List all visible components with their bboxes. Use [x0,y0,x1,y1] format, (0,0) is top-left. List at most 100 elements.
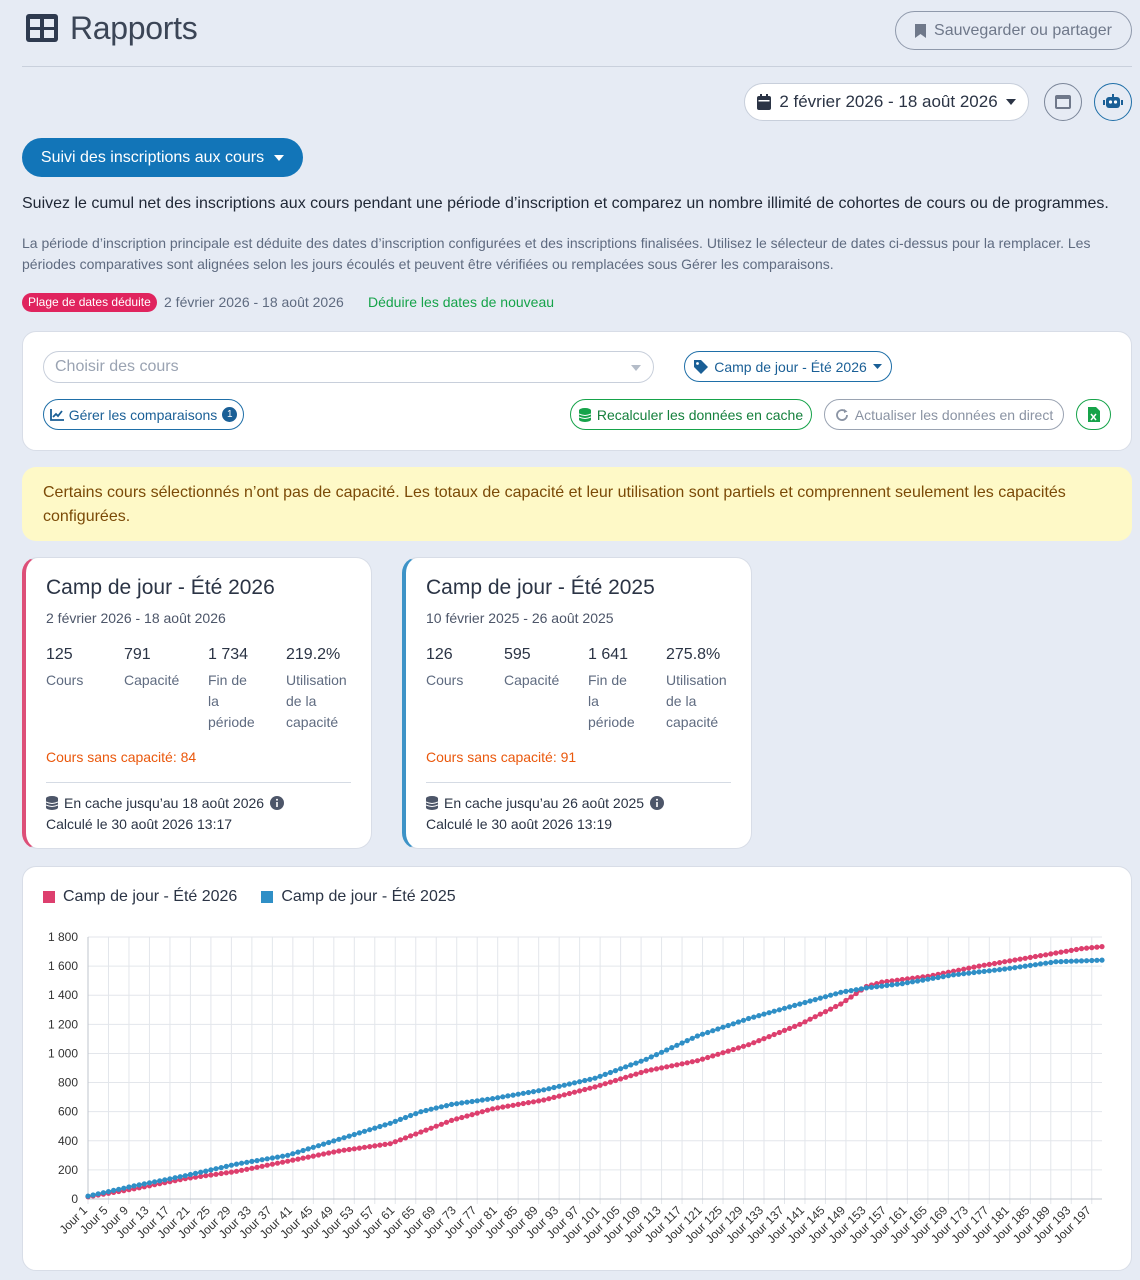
report-type-dropdown[interactable]: Suivi des inscriptions aux cours [22,138,303,177]
data-point [1022,955,1028,961]
data-point [408,1133,414,1139]
data-point [346,1146,352,1153]
data-point [776,1007,783,1013]
data-point [802,999,808,1006]
export-excel-button[interactable] [1076,399,1111,430]
data-point [372,1143,378,1149]
data-point [628,1073,634,1079]
legend-item-2025[interactable]: Camp de jour - Été 2025 [261,888,456,906]
data-point [792,1002,798,1008]
data-point [479,1097,485,1103]
data-point [776,1029,783,1036]
data-point [1043,960,1049,966]
y-tick-label: 1 800 [48,930,78,944]
data-point [751,1040,757,1046]
data-point [1007,965,1013,971]
data-point [679,1061,685,1067]
save-share-button[interactable]: Sauvegarder ou partager [895,11,1132,50]
data-point [602,1081,608,1087]
date-range-label: 2 février 2026 - 18 août 2026 [779,92,998,111]
data-point [382,1122,388,1128]
data-point [172,1175,178,1181]
data-point [761,1036,767,1042]
data-point [479,1109,485,1115]
data-point [592,1084,598,1090]
data-point [157,1178,163,1184]
data-point [515,1101,521,1107]
data-point [653,1066,660,1072]
data-point [643,1056,649,1062]
data-point [105,1189,112,1195]
data-point [372,1125,378,1131]
data-point [326,1139,332,1146]
data-point [1037,953,1044,959]
data-point [1094,957,1100,963]
data-point [484,1096,491,1102]
info-icon[interactable] [650,796,665,810]
recalculate-cache-button[interactable]: Recalculer les données en cache [570,399,812,430]
data-point [408,1112,414,1119]
display-toggle-button[interactable] [1044,83,1082,121]
data-point [807,998,813,1004]
data-point [1078,946,1085,952]
data-point [694,1033,701,1039]
data-point [295,1156,301,1162]
data-point [361,1128,368,1134]
data-point [413,1111,419,1117]
data-point [495,1105,501,1111]
stat-utilization-label: Utilisation de la capacité [286,672,347,730]
data-point [889,978,895,984]
data-point [997,967,1003,973]
data-point [730,1046,736,1053]
data-point [244,1159,250,1165]
data-point [730,1021,736,1027]
data-point [510,1092,516,1098]
data-point [223,1163,229,1169]
info-icon[interactable] [270,796,285,810]
data-point [587,1085,593,1091]
data-point [397,1116,403,1122]
legend-item-2026[interactable]: Camp de jour - Été 2026 [43,888,237,906]
data-point [1053,959,1059,965]
data-point [321,1141,327,1147]
data-point [413,1131,419,1137]
chevron-down-icon [1005,99,1016,105]
stat-courses: 125 Cours [46,646,124,733]
data-point [561,1082,567,1088]
data-point [705,1054,711,1061]
data-point [868,984,875,990]
date-range-picker[interactable]: 2 février 2026 - 18 août 2026 [744,83,1029,121]
data-point [602,1071,608,1077]
cohort-range: 10 février 2025 - 26 août 2025 [426,610,614,626]
data-point [536,1088,542,1094]
data-point [290,1157,296,1163]
data-point [1017,964,1023,970]
data-point [607,1069,614,1076]
chart-legend: Camp de jour - Été 2026 Camp de jour - É… [43,888,456,906]
data-point [1032,953,1038,960]
data-point [269,1161,275,1167]
stat-period-end: 1 641 Fin de la période [588,646,666,733]
data-point [720,1024,726,1030]
data-point [213,1166,219,1172]
data-point [715,1051,721,1057]
data-point [976,969,982,975]
data-point [725,1048,731,1054]
ai-assistant-button[interactable] [1094,83,1132,121]
data-point [285,1152,291,1158]
stat-period-end-value: 1 641 [588,646,629,663]
course-select[interactable]: Choisir des cours [43,351,654,383]
data-point [1099,957,1105,963]
data-point [950,968,957,974]
data-point [418,1129,424,1135]
tag-filter-dropdown[interactable]: Camp de jour - Été 2026 [684,351,892,382]
data-point [95,1191,101,1197]
data-point [469,1098,475,1105]
data-point [356,1145,362,1151]
manage-comparisons-button[interactable]: Gérer les comparaisons 1 [43,399,244,430]
reinfer-dates-link[interactable]: Déduire les dates de nouveau [368,294,555,310]
data-point [515,1091,521,1097]
refresh-live-data-button[interactable]: Actualiser les données en direct [824,399,1064,430]
data-point [285,1158,291,1164]
data-point [961,971,967,977]
